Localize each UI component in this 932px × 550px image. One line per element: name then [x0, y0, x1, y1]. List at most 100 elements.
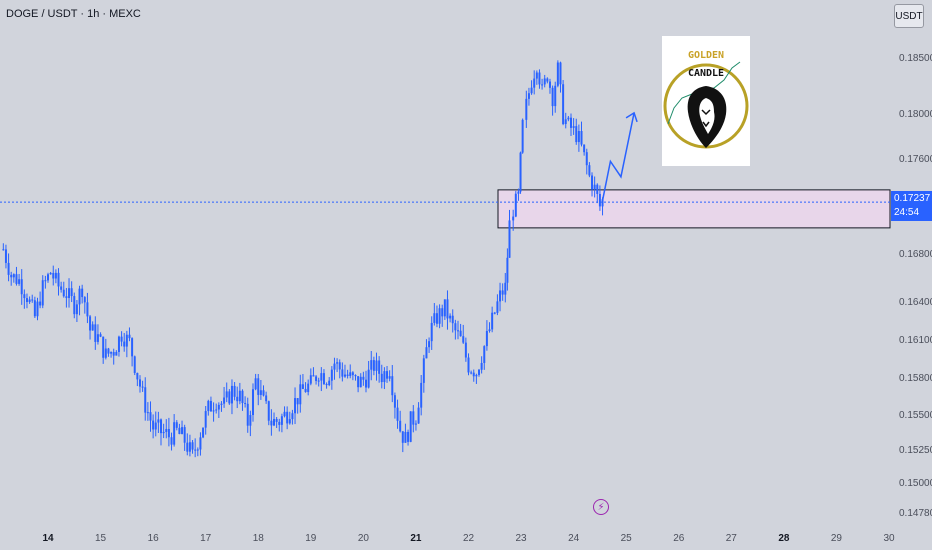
candle-body — [136, 372, 139, 380]
candle-body — [478, 369, 481, 375]
candle-body — [562, 84, 565, 125]
candle-body — [52, 272, 55, 279]
time-tick-label: 24 — [568, 533, 580, 544]
candle-body — [41, 280, 44, 306]
candle-body — [62, 289, 65, 297]
candle-body — [288, 419, 291, 424]
candle-body — [393, 395, 396, 408]
candle-body — [422, 358, 425, 383]
candle-body — [223, 397, 226, 404]
candle-body — [533, 78, 536, 88]
candle-body — [23, 294, 26, 299]
candle-body — [472, 372, 475, 377]
candle-body — [28, 299, 31, 302]
candle-body — [346, 374, 349, 376]
candle-body — [160, 419, 163, 434]
time-tick-label: 19 — [305, 533, 317, 544]
candle-body — [488, 329, 491, 331]
time-axis[interactable]: 14 15 16 17 18 19 20 21 22 23 24 25 26 27 28 29 30 — [42, 533, 895, 544]
lightning-alert-icon[interactable]: ⚡ — [593, 499, 609, 515]
candle-body — [188, 442, 191, 452]
candle-body — [54, 272, 57, 279]
candle-body — [554, 85, 557, 107]
time-tick-label: 17 — [200, 533, 212, 544]
candle-body — [262, 390, 265, 396]
candle-body — [173, 422, 176, 445]
candle-body — [320, 373, 323, 381]
candle-body — [525, 98, 528, 120]
time-tick-label: 15 — [95, 533, 107, 544]
candle-body — [270, 420, 273, 426]
candle-body — [315, 376, 318, 381]
symbol-title[interactable]: DOGE / USDT · 1h · MEXC — [6, 8, 141, 20]
candle-body — [309, 375, 312, 384]
price-tick-label: 0.17600 — [899, 154, 932, 165]
candle-body — [167, 428, 170, 438]
candle-body — [535, 72, 538, 79]
time-tick-label: 20 — [358, 533, 370, 544]
candle-body — [202, 427, 205, 438]
lion-logo-icon: GOLDEN CANDLE — [663, 50, 749, 149]
candle-body — [512, 216, 515, 221]
candle-body — [49, 272, 52, 275]
candle-body — [591, 175, 594, 190]
candle-body — [70, 288, 73, 297]
candle-body — [217, 404, 220, 410]
candle-body — [375, 360, 378, 371]
candle-body — [175, 422, 178, 428]
candle-body — [204, 411, 207, 428]
candle-body — [186, 442, 189, 452]
candle-body — [128, 334, 131, 339]
price-axis[interactable]: 0.18500 0.18000 0.17600 0.16800 0.16400 0.161… — [899, 53, 932, 519]
candle-body — [12, 274, 15, 278]
candle-body — [367, 369, 370, 388]
candle-body — [36, 301, 39, 317]
price-tick-label: 0.15800 — [899, 373, 932, 384]
candle-body — [307, 383, 310, 393]
candle-body — [467, 357, 470, 373]
projection-arrowhead — [625, 111, 638, 123]
candle-body — [325, 384, 328, 386]
candle-body — [514, 193, 517, 217]
candle-body — [496, 301, 499, 313]
candle-body — [33, 300, 36, 317]
candle-body — [596, 184, 599, 194]
candle-body — [228, 391, 231, 404]
candle-body — [10, 274, 13, 278]
candle-body — [430, 322, 433, 342]
time-tick-label: 27 — [726, 533, 738, 544]
candle-body — [220, 403, 223, 405]
candle-body — [141, 386, 144, 388]
projection-path — [601, 112, 635, 201]
candle-body — [194, 449, 197, 451]
candle-body — [215, 409, 218, 411]
candle-body — [541, 84, 544, 86]
candle-body — [68, 288, 71, 299]
candle-body — [25, 298, 28, 302]
candle-body — [409, 411, 412, 442]
candle-body — [65, 296, 68, 299]
candle-body — [559, 62, 562, 85]
candle-body — [383, 371, 386, 383]
candle-body — [131, 338, 134, 357]
candle-body — [527, 93, 530, 99]
candle-body — [278, 421, 281, 425]
candle-body — [569, 117, 572, 128]
candle-body — [146, 412, 149, 414]
currency-button[interactable]: USDT — [894, 4, 924, 28]
candle-body — [249, 415, 252, 426]
candle-body — [39, 301, 42, 306]
candle-body — [546, 78, 549, 82]
candle-body — [485, 330, 488, 347]
candle-body — [435, 313, 438, 324]
candle-body — [585, 152, 588, 166]
candle-body — [456, 330, 459, 332]
candle-body — [322, 373, 325, 385]
candle-body — [133, 356, 136, 373]
candle-body — [125, 334, 128, 347]
candle-body — [123, 341, 126, 347]
price-tick-label: 0.18500 — [899, 53, 932, 64]
time-tick-label: 29 — [831, 533, 843, 544]
